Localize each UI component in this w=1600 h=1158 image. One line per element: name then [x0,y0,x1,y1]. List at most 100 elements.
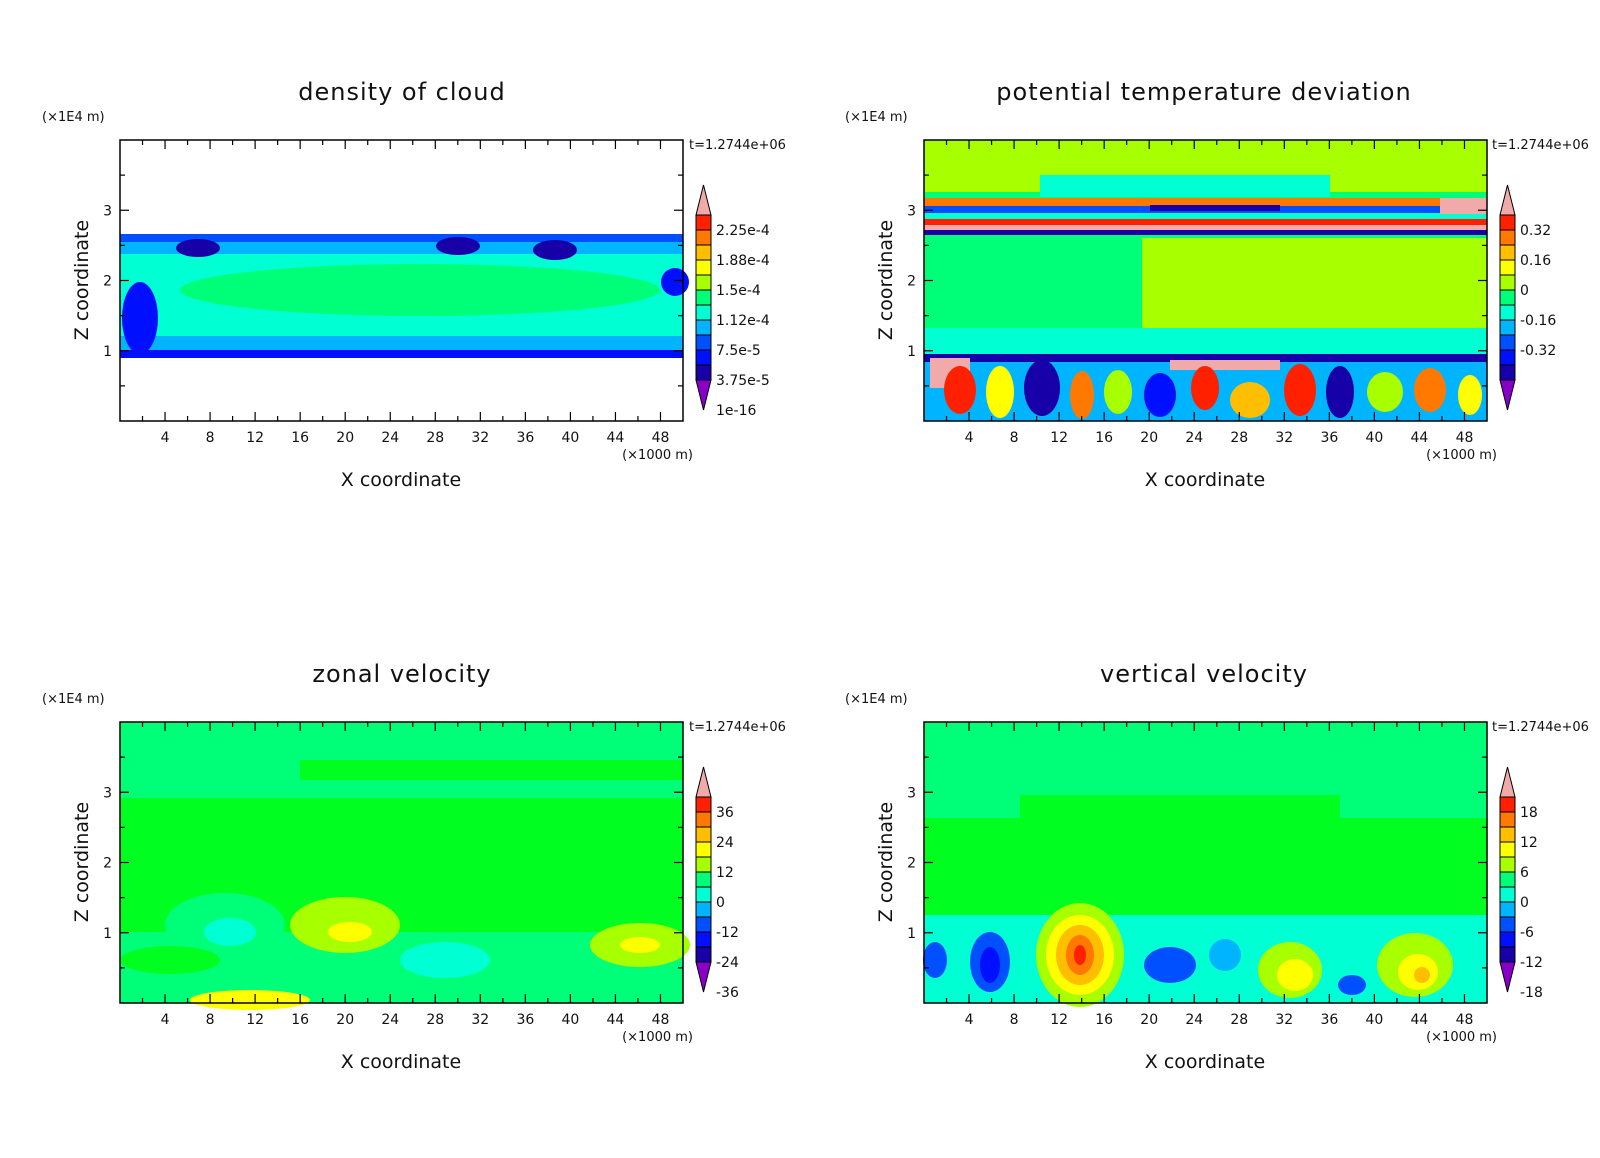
cloud-core [180,264,660,316]
colorbar-label: 2.25e-4 [716,223,770,239]
colorbar-swatch [1499,946,1516,963]
cloud-eddy [661,268,689,296]
colorbar: 2.25e-4 1.88e-4 1.5e-4 1.12e-4 7.5e-5 3.75e-5… [695,184,770,419]
colorbar-swatch [1499,349,1516,366]
y-ticks: 1 2 3 [103,756,683,969]
x-axis-label: X coordinate [341,1051,461,1073]
cloud-eddy [436,237,480,255]
colorbar: 36 24 12 0 -12 -24 -36 [695,766,739,1001]
colorbar-label: 1e-16 [716,403,756,419]
y-axis-label: Z coordinate [875,802,897,922]
x-tick-label: 48 [652,1012,670,1028]
boundary-anomaly [1284,364,1316,416]
x-tick-label: 16 [1095,1012,1113,1028]
boundary-anomaly [1070,371,1094,419]
x-tick-label: 4 [161,1012,170,1028]
mid-level-flow [120,790,683,798]
colorbar-swatch [1499,319,1516,336]
tropopause-band [924,225,1487,230]
upper-anomaly [1040,175,1330,197]
y-tick-label: 3 [103,203,112,219]
tropopause-band [924,213,1487,219]
x-tick-label: 16 [1095,430,1113,446]
colorbar-swatch [695,916,712,933]
colorbar-label: -12 [716,925,739,941]
x-tick-label: 36 [516,1012,534,1028]
colorbar: 18 12 6 0 -6 -12 -18 [1499,766,1543,1001]
x-tick-label: 16 [291,1012,309,1028]
colorbar-label: 7.5e-5 [716,343,761,359]
y-tick-label: 3 [907,785,916,801]
colorbar-bottom-arrow [695,961,712,993]
colorbar-label: 0 [1520,283,1529,299]
colorbar-label: -12 [1520,955,1543,971]
y-axis-label: Z coordinate [875,220,897,340]
colorbar-label: 12 [1520,835,1538,851]
x-tick-label: 36 [516,430,534,446]
colorbar-swatch [695,274,712,291]
y-tick-label: 3 [907,203,916,219]
x-unit-label: (×1000 m) [622,448,693,463]
tropopause-band [924,230,1487,235]
cloud-eddy [533,240,577,260]
y-tick-label: 2 [907,274,916,290]
colorbar-swatch [695,364,712,381]
updraft-downdraft [923,942,947,978]
colorbar-swatch [1499,304,1516,321]
colorbar-label: 0 [1520,895,1529,911]
x-tick-label: 20 [1140,1012,1158,1028]
x-tick-label: 32 [471,430,489,446]
time-label: t=1.2744e+06 [1492,138,1589,153]
x-axis-label: X coordinate [341,469,461,491]
x-tick-label: 36 [1320,1012,1338,1028]
x-tick-label: 28 [426,430,444,446]
x-tick-label: 4 [965,1012,974,1028]
y-tick-label: 1 [103,926,112,942]
colorbar-label: 1.5e-4 [716,283,761,299]
colorbar-swatch [695,349,712,366]
x-tick-label: 40 [561,1012,579,1028]
y-tick-label: 2 [103,856,112,872]
colorbar-swatch [1499,856,1516,873]
cloud-eddy [176,239,220,257]
colorbar-swatch [695,826,712,843]
colorbar-swatch [695,946,712,963]
x-tick-label: 8 [206,430,215,446]
time-label: t=1.2744e+06 [1492,720,1589,735]
boundary-anomaly [986,366,1014,418]
x-tick-label: 4 [965,430,974,446]
colorbar-label: -18 [1520,985,1543,1001]
x-tick-label: 32 [471,1012,489,1028]
x-tick-label: 48 [1456,1012,1474,1028]
x-tick-label: 44 [607,430,625,446]
tropopause-band [1150,205,1280,211]
colorbar-bottom-arrow [695,379,712,411]
updraft-downdraft [1338,975,1366,995]
y-unit-label: (×1E4 m) [845,692,908,707]
x-tick-label: 12 [1050,1012,1068,1028]
boundary-anomaly [1170,360,1280,370]
y-tick-label: 1 [907,926,916,942]
colorbar-swatch [1499,916,1516,933]
x-tick-label: 8 [1010,430,1019,446]
colorbar-swatch [1499,871,1516,888]
y-axis-label: Z coordinate [71,802,93,922]
updraft-downdraft [1209,939,1241,971]
x-tick-label: 4 [161,430,170,446]
colorbar-swatch [1499,334,1516,351]
boundary-anomaly [1024,360,1060,416]
y-tick-label: 3 [103,785,112,801]
colorbar-swatch [1499,274,1516,291]
cloud-eddy [122,282,158,354]
y-tick-label: 1 [907,344,916,360]
boundary-anomaly [1326,366,1354,418]
y-tick-label: 2 [907,856,916,872]
x-tick-label: 40 [1365,1012,1383,1028]
flow-anomaly [328,922,372,942]
panel-potential-temperature-deviation: potential temperature deviation (×1E4 m)… [845,78,1589,491]
boundary-anomaly [1191,366,1219,410]
x-tick-label: 28 [1230,1012,1248,1028]
colorbar-label: 24 [716,835,734,851]
y-unit-label: (×1E4 m) [42,110,105,125]
